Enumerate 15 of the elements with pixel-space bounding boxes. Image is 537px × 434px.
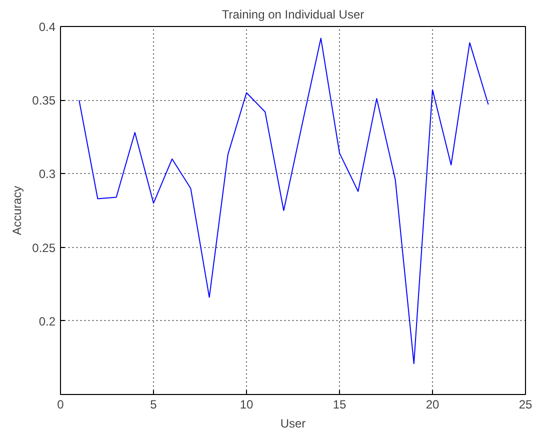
y-tick-label: 0.2: [38, 314, 56, 328]
y-tick-label: 0.35: [32, 94, 56, 108]
x-tick-label: 5: [150, 398, 158, 412]
x-tick-label: 0: [57, 398, 64, 412]
x-tick-label: 10: [240, 398, 254, 412]
y-tick-label: 0.25: [32, 240, 56, 255]
x-tick-label: 25: [518, 398, 532, 412]
x-tick-label: 20: [426, 398, 440, 412]
line-series: [78, 38, 489, 364]
x-tick-label: 15: [332, 398, 346, 412]
y-axis-title: Accuracy: [10, 186, 24, 236]
y-tick-label: 0.4: [38, 20, 56, 34]
x-axis-title: User: [280, 416, 306, 430]
chart-title: Training on Individual User: [222, 8, 364, 22]
y-tick-label: 0.3: [38, 167, 56, 182]
